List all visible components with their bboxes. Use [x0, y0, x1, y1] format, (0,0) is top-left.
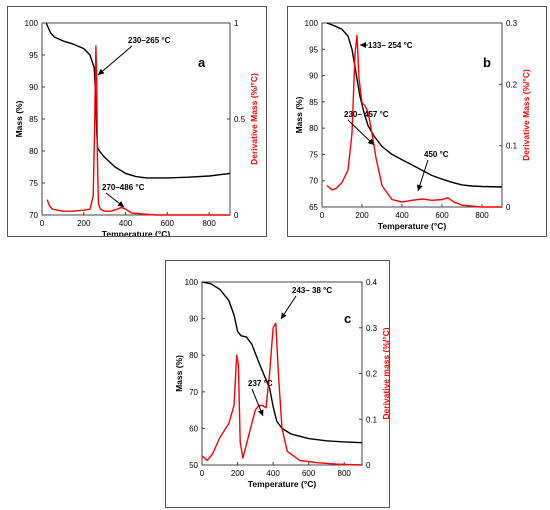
- x-tick-label: 800: [202, 219, 216, 228]
- chart-panel-a: 0 200 400 600 800 70 75 80 85 90 95 100 0 0.5 1 Tempera…: [7, 6, 267, 237]
- x-tick-label: 400: [119, 219, 133, 228]
- panel-letter: b: [483, 55, 491, 70]
- annotation-label: 230– 457 °C: [344, 110, 389, 119]
- derivative-curve: [46, 45, 230, 216]
- y-left-tick-label: 85: [29, 115, 38, 124]
- mass-curve: [45, 22, 231, 179]
- annotation-label: 237 °C: [248, 379, 273, 388]
- y-right-axis-label: Derivative mass (%/°C): [381, 327, 389, 419]
- y-right-axis-label: Derivative Mass (%/°C): [521, 69, 531, 161]
- y-right-tick-label: 0.1: [366, 415, 378, 424]
- y-left-tick-label: 70: [309, 177, 318, 186]
- y-left-tick-label: 85: [309, 98, 318, 107]
- x-tick-label: 400: [395, 211, 409, 220]
- x-axis-label: Temperature (°C): [378, 221, 447, 231]
- y-left-tick-label: 90: [29, 83, 38, 92]
- x-tick-label: 600: [161, 219, 175, 228]
- y-right-tick-label: 0.2: [506, 80, 518, 89]
- y-left-axis-label: Mass (%): [14, 100, 24, 137]
- annotation-label: 270–486 °C: [102, 183, 145, 192]
- y-left-tick-label: 70: [29, 211, 38, 220]
- y-right-tick-label: 0: [506, 203, 511, 212]
- x-tick-label: 200: [355, 211, 369, 220]
- x-tick-label: 600: [302, 469, 316, 478]
- y-left-tick-label: 100: [25, 19, 39, 28]
- chart-c-svg: 0 200 400 600 800 50 60 70 80 90 100 0 0.1 0.2 0.3 0.4 T…: [174, 278, 389, 489]
- annotation-label: 133– 254 °C: [368, 41, 413, 50]
- annotation-arrow: [97, 45, 133, 76]
- y-right-tick-label: 0.1: [506, 142, 518, 151]
- y-right-tick-label: 0.5: [234, 115, 246, 124]
- x-tick-label: 0: [320, 211, 325, 220]
- y-left-tick-label: 100: [185, 278, 199, 287]
- panel-letter: a: [198, 55, 206, 70]
- chart-panel-c: 0 200 400 600 800 50 60 70 80 90 100 0 0.1 0.2 0.3 0.4 T…: [165, 260, 390, 508]
- annotation-arrow: [105, 192, 125, 208]
- chart-panel-b: 0 200 400 600 800 65 70 75 80 85 90 95 100 0 0.1 0.2 0.3…: [287, 6, 547, 237]
- annotation-label: 230–265 °C: [128, 36, 171, 45]
- annotation-arrow: [347, 119, 375, 146]
- y-right-tick-label: 0: [366, 461, 371, 470]
- y-left-tick-label: 60: [189, 424, 198, 433]
- x-tick-label: 0: [200, 469, 205, 478]
- chart-b-svg: 0 200 400 600 800 65 70 75 80 85 90 95 100 0 0.1 0.2 0.3…: [294, 19, 531, 231]
- derivative-curve: [326, 34, 502, 208]
- y-right-tick-label: 1: [234, 19, 239, 28]
- y-left-tick-label: 90: [309, 72, 318, 81]
- y-left-tick-label: 75: [309, 150, 318, 159]
- y-left-tick-label: 75: [29, 179, 38, 188]
- y-right-tick-label: 0.4: [366, 278, 378, 287]
- mass-curve: [326, 22, 503, 188]
- y-left-tick-label: 80: [29, 147, 38, 156]
- y-left-tick-label: 100: [305, 19, 319, 28]
- y-right-tick-label: 0.3: [506, 19, 518, 28]
- chart-a-svg: 0 200 400 600 800 70 75 80 85 90 95 100 0 0.5 1 Tempera…: [14, 19, 259, 236]
- y-left-tick-label: 50: [189, 461, 198, 470]
- y-left-tick-label: 95: [309, 45, 318, 54]
- y-left-axis-label: Mass (%): [174, 355, 184, 392]
- plot-frame: [201, 281, 363, 466]
- derivative-curve: [201, 322, 363, 466]
- x-tick-label: 800: [475, 211, 489, 220]
- x-axis-label: Temperature (°C): [248, 479, 317, 489]
- x-tick-label: 0: [40, 219, 45, 228]
- y-left-tick-label: 90: [189, 315, 198, 324]
- y-left-tick-label: 80: [309, 124, 318, 133]
- y-right-tick-label: 0.3: [366, 324, 378, 333]
- annotation-arrow: [280, 295, 297, 320]
- y-right-tick-label: 0: [234, 211, 239, 220]
- annotation-arrow: [416, 159, 429, 192]
- x-tick-label: 200: [231, 469, 245, 478]
- x-tick-label: 800: [338, 469, 352, 478]
- x-tick-label: 200: [77, 219, 91, 228]
- annotation-label: 243– 38 °C: [292, 286, 332, 295]
- y-left-axis-label: Mass (%): [294, 96, 304, 133]
- y-left-tick-label: 65: [309, 203, 318, 212]
- mass-curve: [201, 281, 363, 444]
- panel-letter: c: [344, 311, 351, 326]
- annotation-label: 450 °C: [424, 150, 449, 159]
- x-axis-label: Temperature (°C): [102, 229, 171, 236]
- y-left-tick-label: 80: [189, 351, 198, 360]
- y-right-axis-label: Derivative Mass (%/°C): [249, 73, 259, 165]
- y-left-tick-label: 95: [29, 51, 38, 60]
- annotation-arrow: [251, 388, 264, 417]
- y-left-tick-label: 70: [189, 388, 198, 397]
- plot-frame: [321, 22, 503, 208]
- x-tick-label: 600: [435, 211, 449, 220]
- x-tick-label: 400: [266, 469, 280, 478]
- y-right-tick-label: 0.2: [366, 370, 378, 379]
